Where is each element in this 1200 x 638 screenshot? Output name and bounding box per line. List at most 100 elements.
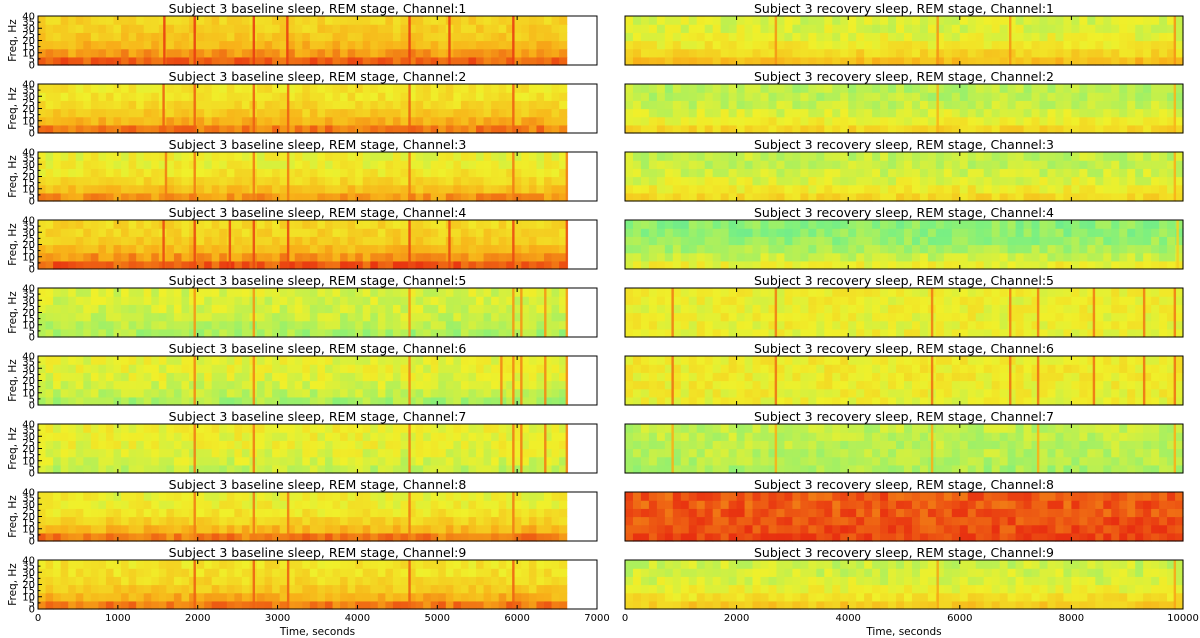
heatmap-cell [98, 84, 107, 93]
heatmap-cell [38, 560, 47, 569]
heatmap-cell [1047, 24, 1057, 33]
heatmap-cell [385, 236, 394, 246]
heatmap-cell [1063, 48, 1072, 58]
heatmap-cell [438, 568, 447, 577]
heatmap-cell [166, 364, 175, 373]
heatmap-cell [840, 100, 849, 110]
heatmap-cell [158, 584, 167, 594]
heatmap-cell [415, 152, 424, 161]
heatmap-cell [1007, 92, 1017, 101]
heatmap-cell [370, 236, 379, 246]
heatmap-cell [90, 356, 100, 365]
heatmap-cell [680, 108, 690, 118]
heatmap-cell [75, 320, 84, 330]
heatmap-cell [121, 356, 130, 365]
heatmap-cell [219, 576, 228, 586]
heatmap-cell [241, 516, 251, 526]
heatmap-cell [90, 108, 100, 118]
heatmap-cell [347, 448, 356, 458]
heatmap-cell [438, 516, 447, 526]
heatmap-cell [760, 16, 770, 25]
heatmap-cell [68, 364, 77, 373]
heatmap-cell [498, 456, 507, 466]
heatmap-cell [90, 600, 100, 610]
heatmap-cell [90, 168, 100, 178]
artifact-stripe [448, 220, 451, 269]
heatmap-cell [498, 424, 507, 433]
heatmap-cell [999, 48, 1009, 58]
heatmap-cell [559, 220, 568, 229]
heatmap-cell [302, 56, 311, 66]
heatmap-cell [355, 296, 364, 305]
heatmap-cell [105, 524, 115, 534]
heatmap-cell [38, 456, 47, 466]
heatmap-cell [257, 364, 266, 373]
heatmap-cell [204, 388, 213, 398]
heatmap-cell [385, 32, 394, 42]
heatmap-cell [423, 252, 432, 262]
heatmap-cell [880, 40, 889, 50]
heatmap-cell [483, 432, 492, 441]
heatmap-cell [279, 524, 288, 534]
heatmap-cell [824, 32, 833, 42]
heatmap-cell [408, 532, 417, 542]
heatmap-cell [551, 320, 560, 330]
heatmap-cell [173, 380, 183, 390]
heatmap-cell [68, 84, 77, 93]
heatmap-cell [121, 40, 130, 50]
heatmap-cell [68, 160, 77, 169]
heatmap-cell [385, 48, 394, 58]
heatmap-cell [680, 24, 690, 33]
heatmap-cell [181, 184, 190, 194]
heatmap-cell [83, 372, 92, 382]
heatmap-cell [128, 448, 137, 458]
artifact-stripe [408, 560, 411, 609]
heatmap-cell [625, 92, 634, 101]
heatmap-cell [38, 184, 47, 194]
heatmap-cell [324, 448, 334, 458]
heatmap-cell [105, 432, 115, 441]
heatmap-cell [1135, 40, 1144, 50]
heatmap-cell [113, 560, 122, 569]
heatmap-cell [347, 236, 356, 246]
heatmap-cell [143, 56, 152, 66]
heatmap-cell [347, 288, 356, 297]
heatmap-cell [438, 184, 447, 194]
y-tick-label: 30 [22, 92, 35, 103]
heatmap-cell [776, 40, 786, 50]
heatmap-cell [408, 440, 417, 450]
heatmap-cell [332, 600, 341, 610]
heatmap-cell [173, 92, 183, 101]
heatmap-cell [332, 176, 341, 186]
heatmap-cell [75, 236, 84, 246]
heatmap-cell [680, 124, 690, 134]
heatmap-cell [189, 108, 198, 118]
heatmap-cell [355, 152, 364, 161]
heatmap-cell [513, 48, 522, 58]
heatmap-cell [559, 260, 568, 270]
spectrogram-heatmap [38, 16, 568, 66]
heatmap-cell [513, 228, 522, 237]
y-tick-label: 0 [29, 333, 35, 344]
heatmap-cell [385, 100, 394, 110]
heatmap-cell [1095, 24, 1104, 33]
heatmap-cell [294, 320, 303, 330]
heatmap-cell [438, 124, 447, 134]
heatmap-cell [423, 388, 432, 398]
heatmap-cell [241, 92, 251, 101]
heatmap-cell [445, 108, 454, 118]
heatmap-cell [415, 244, 424, 254]
heatmap-cell [400, 152, 409, 161]
heatmap-cell [640, 108, 650, 118]
heatmap-cell [1015, 40, 1025, 50]
heatmap-cell [832, 24, 841, 33]
heatmap-cell [453, 356, 462, 365]
heatmap-cell [128, 380, 137, 390]
heatmap-cell [720, 92, 730, 101]
heatmap-cell [90, 532, 100, 542]
heatmap-cell [241, 388, 251, 398]
heatmap-cell [445, 508, 454, 518]
heatmap-cell [105, 244, 115, 254]
heatmap-cell [744, 24, 754, 33]
heatmap-cell [377, 124, 386, 134]
